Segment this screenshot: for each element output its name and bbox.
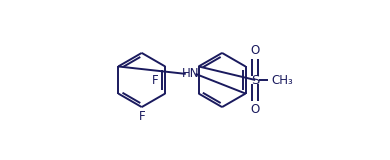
Text: F: F [138, 110, 145, 123]
Text: CH₃: CH₃ [271, 73, 293, 87]
Text: O: O [251, 44, 260, 57]
Text: O: O [251, 103, 260, 116]
Text: F: F [152, 73, 159, 87]
Text: S: S [251, 73, 259, 87]
Text: HN: HN [182, 67, 199, 80]
